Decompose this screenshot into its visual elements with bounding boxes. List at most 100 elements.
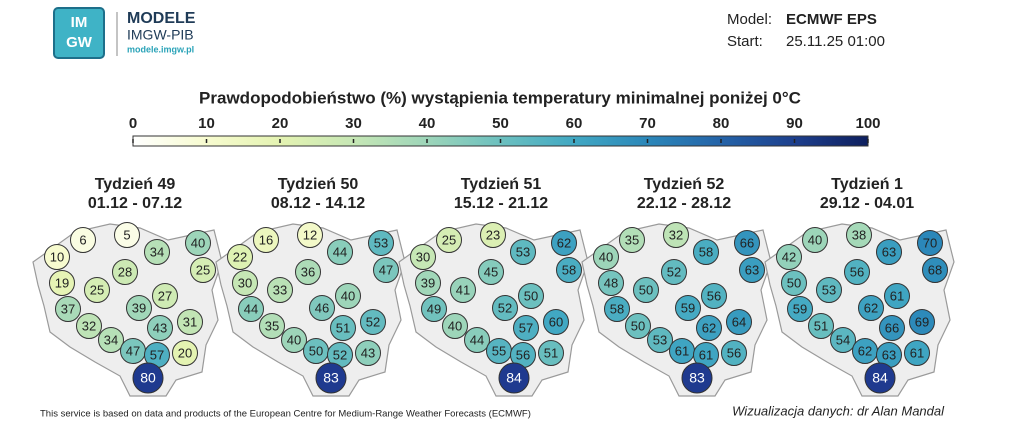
station-value: 40 <box>599 249 613 264</box>
week-title: Tydzień 51 <box>461 176 542 193</box>
station-value: 44 <box>470 332 484 347</box>
station-value: 58 <box>562 262 576 277</box>
station-value: 56 <box>516 347 530 362</box>
station-marker <box>415 270 441 296</box>
station-marker <box>781 270 807 296</box>
station-marker <box>44 244 70 270</box>
station-marker <box>84 277 110 303</box>
station-marker <box>114 222 140 248</box>
station-marker <box>259 313 285 339</box>
station-value: 62 <box>557 235 571 250</box>
station-value: 84 <box>506 370 522 386</box>
station-value: 53 <box>822 282 836 297</box>
station-value: 32 <box>82 318 96 333</box>
station-value: 27 <box>158 288 172 303</box>
station-marker <box>190 257 216 283</box>
station-marker <box>144 239 170 265</box>
station-value: 34 <box>150 244 164 259</box>
station-marker <box>846 222 872 248</box>
model-label: Model: <box>727 11 772 28</box>
station-value: 55 <box>492 343 506 358</box>
station-marker <box>368 230 394 256</box>
week-title: Tydzień 50 <box>278 176 359 193</box>
station-value: 12 <box>303 227 317 242</box>
station-marker <box>330 315 356 341</box>
station-marker <box>510 239 536 265</box>
station-value: 62 <box>858 343 872 358</box>
station-marker <box>126 295 152 321</box>
station-marker <box>55 296 81 322</box>
station-value: 51 <box>814 318 828 333</box>
station-value: 51 <box>544 345 558 360</box>
logo-text: GW <box>66 34 93 51</box>
logo-text: IM <box>71 14 88 31</box>
station-value: 61 <box>890 288 904 303</box>
station-marker <box>681 362 713 394</box>
station-value: 43 <box>153 320 167 335</box>
station-value: 44 <box>244 301 258 316</box>
station-marker <box>556 257 582 283</box>
start-label: Start: <box>727 33 763 50</box>
station-value: 56 <box>850 264 864 279</box>
station-marker <box>776 244 802 270</box>
station-value: 49 <box>427 301 441 316</box>
station-marker <box>879 315 905 341</box>
station-value: 53 <box>516 244 530 259</box>
station-value: 5 <box>123 227 130 242</box>
station-marker <box>787 296 813 322</box>
station-marker <box>726 309 752 335</box>
station-marker <box>98 327 124 353</box>
model-value: ECMWF EPS <box>786 11 877 28</box>
station-marker <box>647 327 673 353</box>
station-value: 35 <box>625 232 639 247</box>
brand-url: modele.imgw.pl <box>127 44 194 54</box>
station-value: 63 <box>882 347 896 362</box>
station-value: 63 <box>745 262 759 277</box>
station-marker <box>551 230 577 256</box>
colorbar-tick-label: 80 <box>713 115 730 132</box>
station-marker <box>295 259 321 285</box>
station-value: 34 <box>104 332 118 347</box>
station-value: 52 <box>667 264 681 279</box>
station-marker <box>739 257 765 283</box>
colorbar-tick-label: 30 <box>345 115 362 132</box>
station-value: 84 <box>872 370 888 386</box>
station-value: 23 <box>486 227 500 242</box>
station-value: 16 <box>259 232 273 247</box>
map: Tydzień 52 22.12 - 28.12 35 32 40 58 66 52 63 48 5… <box>581 176 772 397</box>
station-value: 40 <box>191 235 205 250</box>
station-value: 57 <box>150 347 164 362</box>
station-value: 69 <box>915 314 929 329</box>
station-marker <box>884 283 910 309</box>
station-value: 66 <box>885 320 899 335</box>
station-marker <box>693 239 719 265</box>
station-value: 50 <box>639 282 653 297</box>
colorbar-tick-label: 100 <box>855 115 880 132</box>
station-value: 50 <box>787 275 801 290</box>
station-value: 42 <box>782 249 796 264</box>
station-marker <box>696 315 722 341</box>
station-value: 40 <box>341 288 355 303</box>
station-value: 10 <box>50 249 64 264</box>
station-marker <box>327 239 353 265</box>
week-title: Tydzień 1 <box>831 176 903 193</box>
station-value: 33 <box>273 282 287 297</box>
station-marker <box>661 259 687 285</box>
station-marker <box>297 222 323 248</box>
station-value: 39 <box>132 300 146 315</box>
station-value: 68 <box>928 262 942 277</box>
station-value: 22 <box>233 249 247 264</box>
station-marker <box>49 270 75 296</box>
station-marker <box>355 340 381 366</box>
station-marker <box>619 227 645 253</box>
colorbar-tick-label: 60 <box>566 115 583 132</box>
logo: IM GW <box>53 7 105 59</box>
station-marker <box>315 362 347 394</box>
station-marker <box>177 309 203 335</box>
colorbar-tick-label: 40 <box>419 115 436 132</box>
station-marker <box>909 309 935 335</box>
station-marker <box>70 227 96 253</box>
colorbar-tick-label: 10 <box>198 115 215 132</box>
station-value: 36 <box>301 264 315 279</box>
